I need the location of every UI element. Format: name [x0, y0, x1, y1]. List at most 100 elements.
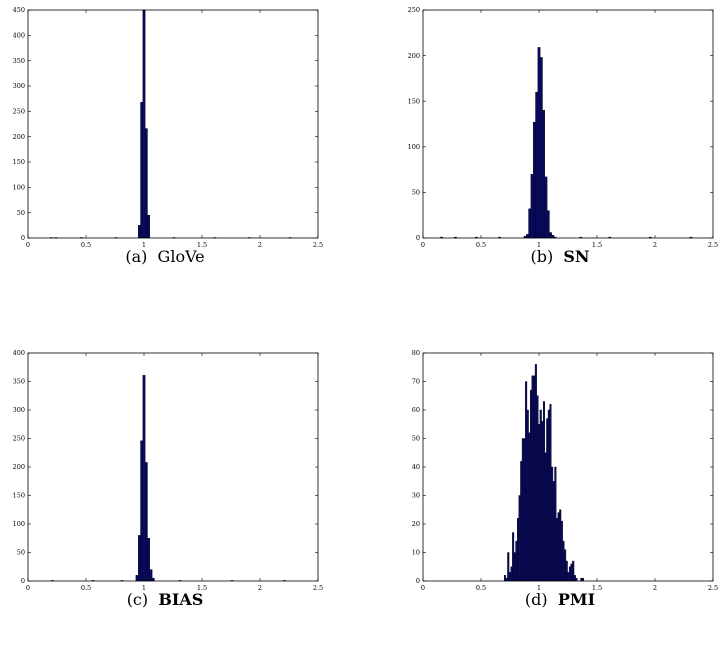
y-tick-label: 150 [408, 97, 420, 105]
histogram-bar [570, 563, 573, 582]
x-tick-label: 1 [142, 584, 146, 592]
histogram-glove: 0 0.5 1 1.5 2 2.5 0 50 100 150 200 250 300 350 400 450 [13, 6, 324, 249]
histogram-bar [551, 235, 555, 239]
histogram-bar [537, 47, 541, 239]
x-tick-label: 2.5 [313, 584, 323, 592]
histogram-bar [539, 409, 542, 582]
y-tick-label: 300 [13, 406, 25, 414]
histogram-bar [538, 424, 541, 582]
panel-sn: 0 0.5 1 1.5 2 2.5 0 50 100 150 200 250 (b) SN [395, 0, 725, 266]
histogram-bar [575, 577, 578, 582]
y-tick-label: 50 [412, 435, 420, 443]
y-tick-label: 80 [412, 349, 420, 357]
histogram-bar [513, 552, 516, 582]
histogram-bar [539, 57, 543, 239]
histogram-pmi: 0 0.5 1 1.5 2 2.5 0 10 20 30 40 50 60 70 80 [412, 349, 718, 592]
x-tick-label: 2.5 [313, 241, 323, 249]
histogram-bar [151, 577, 155, 582]
histogram-bar [515, 540, 518, 582]
y-tick-label: 100 [13, 184, 25, 192]
y-tick-label: 400 [13, 32, 25, 40]
y-tick-label: 350 [13, 57, 25, 65]
x-tick-label: 1 [537, 584, 541, 592]
y-tick-label: 100 [408, 143, 420, 151]
histogram-bar [549, 232, 552, 239]
histogram-bar [530, 173, 534, 239]
histogram-bar [531, 375, 534, 582]
histogram-bar [142, 375, 146, 582]
caption-name: GloVe [157, 247, 205, 266]
caption-pmi: (d) PMI [395, 590, 725, 609]
histogram-bar [541, 421, 544, 582]
histogram-bar [521, 438, 524, 582]
histogram-bar [140, 102, 144, 239]
caption-label: (b) [530, 247, 554, 266]
y-tick-label: 200 [13, 463, 25, 471]
histogram-bar [503, 575, 507, 582]
histogram-bar [549, 404, 552, 582]
y-tick-label: 60 [412, 406, 420, 414]
histogram-bar [534, 364, 537, 582]
caption-name: PMI [557, 590, 596, 609]
caption-name: SN [563, 247, 590, 266]
histogram-bar [567, 572, 570, 582]
histogram-bar [147, 538, 150, 582]
histogram-bar [557, 512, 560, 582]
plot-frame [27, 9, 319, 239]
histogram-bar [526, 409, 529, 582]
histogram-bar [564, 549, 567, 582]
histogram-bar [137, 535, 141, 582]
y-tick-label: 250 [13, 435, 25, 443]
panel-pmi: 0 0.5 1 1.5 2 2.5 0 10 20 30 40 50 60 70 80 (d) PMI [395, 343, 725, 609]
histogram-bar [144, 128, 148, 239]
x-tick-label: 1.5 [197, 584, 207, 592]
caption-glove: (a) GloVe [0, 247, 330, 266]
y-tick-label: 50 [17, 209, 25, 217]
histogram-bias: 0 0.5 1 1.5 2 2.5 0 50 100 150 200 250 300 350 400 [13, 349, 324, 592]
histogram-bar [546, 210, 550, 239]
histogram-bar [142, 9, 146, 239]
histogram-bar [505, 577, 508, 582]
histogram-bar [552, 481, 555, 582]
caption-name: BIAS [158, 590, 204, 609]
x-tick-label: 2 [258, 241, 262, 249]
histogram-bar [542, 110, 545, 239]
y-tick-label: 0 [21, 234, 25, 242]
histogram-bar [508, 572, 511, 582]
y-tick-label: 20 [412, 520, 420, 528]
x-tick-label: 0.5 [81, 241, 91, 249]
histogram-bar [529, 389, 533, 582]
y-tick-label: 50 [17, 549, 25, 557]
x-tick-label: 1.5 [592, 241, 602, 249]
histogram-bar [572, 560, 575, 582]
y-tick-label: 30 [412, 492, 420, 500]
x-tick-label: 1 [142, 241, 146, 249]
histogram-bar [135, 575, 139, 582]
x-tick-label: 1 [537, 241, 541, 249]
y-tick-label: 150 [13, 492, 25, 500]
y-tick-label: 350 [13, 378, 25, 386]
y-tick-label: 0 [416, 577, 420, 585]
histogram-bar [140, 440, 144, 582]
x-tick-label: 0 [421, 241, 425, 249]
caption-label: (a) [125, 247, 148, 266]
x-tick-label: 0 [26, 584, 30, 592]
y-tick-label: 250 [408, 6, 420, 14]
histogram-bar [149, 569, 153, 582]
panel-bias: 0 0.5 1 1.5 2 2.5 0 50 100 150 200 250 300 350 400 (c)… [0, 343, 330, 609]
histogram-bar [533, 375, 536, 582]
histogram-bar [560, 520, 563, 582]
x-tick-label: 0.5 [476, 241, 486, 249]
histogram-bar [547, 409, 550, 582]
histogram-bar [510, 566, 513, 582]
histogram-bar [147, 214, 150, 239]
caption-bias: (c) BIAS [0, 590, 330, 609]
x-tick-label: 2 [653, 584, 657, 592]
x-tick-label: 0 [421, 584, 425, 592]
histogram-bar [535, 91, 539, 239]
y-tick-label: 10 [412, 549, 420, 557]
y-tick-label: 400 [13, 349, 25, 357]
histogram-bar [554, 466, 557, 582]
histogram-bar [573, 575, 576, 582]
plot-frame [422, 352, 714, 582]
